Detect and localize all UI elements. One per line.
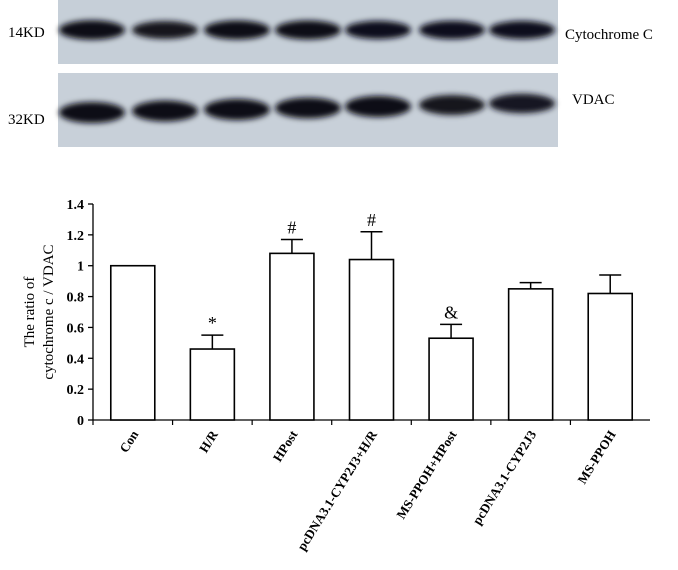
bar-chart: 00.20.40.60.811.21.4 Con H/R HPostpcDNA3.1… (22, 198, 650, 553)
significance-marker: # (287, 217, 296, 237)
y-tick-label: 0 (77, 414, 84, 429)
significance-marker: # (367, 210, 376, 230)
mw-label-32kd: 32KD (8, 112, 45, 128)
bar (269, 252, 315, 421)
bar (587, 292, 634, 421)
y-tick-label: 0.2 (67, 383, 85, 398)
blot-band (204, 98, 270, 121)
y-axis-title: The ratio of cytochrome c / VDAC (22, 244, 57, 379)
bar (428, 337, 474, 421)
blot-band (132, 100, 198, 122)
protein-label-cytochrome-c: Cytochrome C (565, 27, 653, 43)
blot-cytochrome-c (58, 0, 558, 64)
significance-marker: & (444, 302, 458, 322)
y-axis-title-line: cytochrome c / VDAC (41, 244, 57, 379)
blot-band (345, 95, 411, 118)
bar (109, 264, 156, 421)
blot-band (419, 20, 485, 40)
x-category-label: HPost (270, 427, 301, 464)
mw-label-14kd: 14KD (8, 25, 45, 41)
x-category-label: Con (116, 427, 141, 455)
y-axis: 0 0.2 0.4 0.6 0.8 1 1.2 1.4 (67, 198, 94, 429)
blot-band (489, 20, 555, 40)
blot-band (275, 97, 341, 119)
y-axis-title-line: The ratio of (22, 277, 38, 348)
x-category-label: pcDNA3.1-CYP2J3 (469, 427, 539, 527)
blot-band (275, 20, 341, 40)
western-blot-panel: 14KD 32KD Cytochrome C VDAC (8, 0, 653, 147)
y-tick-label: 1.2 (67, 229, 85, 244)
x-category-label: MS-PPOH (574, 428, 618, 487)
blot-band (345, 20, 411, 40)
x-category-label: pcDNA3.1-CYP2J3+H/R (294, 427, 380, 553)
blot-band (489, 93, 555, 114)
blot-band (204, 20, 270, 40)
bar (348, 258, 395, 421)
y-tick-label: 0.4 (67, 352, 85, 367)
bars: * # # & (109, 210, 634, 421)
x-category-label: H/R (196, 427, 221, 455)
bar (189, 348, 236, 421)
significance-marker: * (208, 313, 217, 333)
blot-band (132, 21, 198, 39)
blot-band (419, 95, 485, 115)
blot-band (59, 101, 125, 124)
y-tick-label: 0.6 (67, 321, 85, 336)
y-tick-label: 0.8 (67, 291, 85, 306)
blot-band (59, 20, 125, 40)
x-category-label: MS-PPOH+HPost (393, 427, 460, 521)
protein-label-vdac: VDAC (572, 92, 615, 108)
y-tick-label: 1 (77, 260, 84, 275)
blot-vdac (58, 73, 558, 147)
y-tick-label: 1.4 (67, 198, 85, 213)
bar (507, 288, 554, 421)
